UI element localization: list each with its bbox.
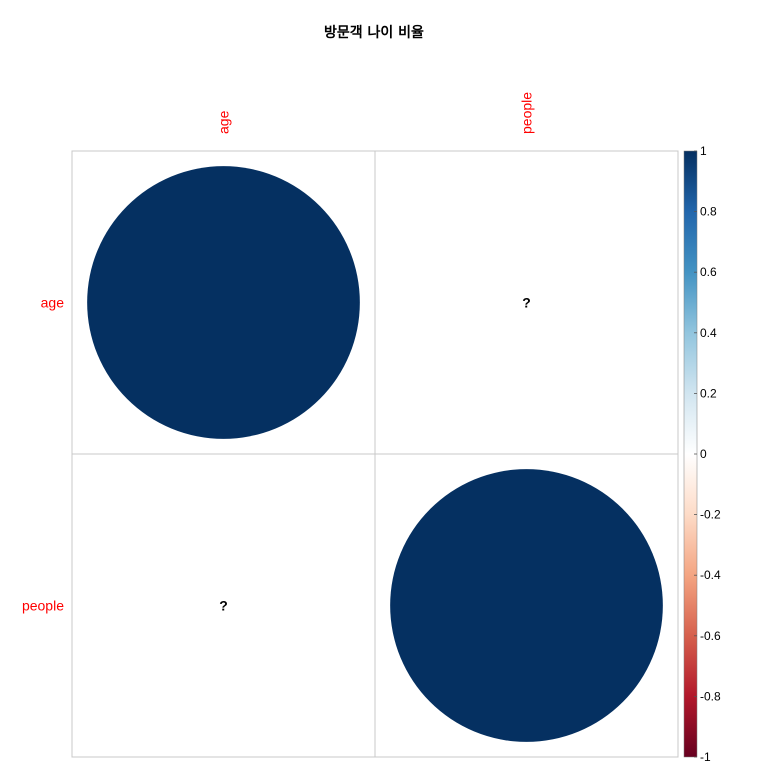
row-label: people [22, 598, 64, 614]
row-label: age [41, 295, 65, 311]
color-legend: 1 0.8 0.6 0.4 0.2 0 -0.2 -0.4 -0.6 -0.8 -1 [683, 144, 721, 764]
correlation-circle [390, 469, 663, 742]
correlation-circle [87, 166, 360, 439]
row-labels: age people [22, 295, 64, 614]
matrix-cell [374, 150, 679, 455]
color-legend-tick-label: 0 [700, 447, 707, 461]
missing-value-mark: ? [219, 598, 228, 614]
color-legend-tick-label: -0.6 [700, 629, 721, 643]
missing-value-mark: ? [522, 295, 531, 311]
color-legend-ticks: 1 0.8 0.6 0.4 0.2 0 -0.2 -0.4 -0.6 -0.8 -1 [694, 144, 721, 764]
color-legend-tick-label: 0.6 [700, 265, 717, 279]
color-legend-tick-label: 0.8 [700, 205, 717, 219]
chart-title: 방문객 나이 비율 [324, 24, 424, 41]
color-legend-tick-label: 0.2 [700, 386, 717, 400]
correlation-circles [87, 166, 663, 742]
column-labels: age people [216, 92, 535, 134]
column-label: age [216, 110, 232, 134]
color-legend-tick-label: -1 [700, 750, 711, 764]
color-legend-tick-label: 0.4 [700, 326, 717, 340]
missing-value-marks: ?? [219, 295, 531, 614]
column-label: people [519, 92, 535, 134]
color-legend-tick-label: -0.4 [700, 568, 721, 582]
color-legend-tick-label: 1 [700, 144, 707, 158]
color-legend-tick-label: -0.2 [700, 508, 721, 522]
matrix-cell [71, 453, 376, 758]
color-legend-tick-label: -0.8 [700, 689, 721, 703]
